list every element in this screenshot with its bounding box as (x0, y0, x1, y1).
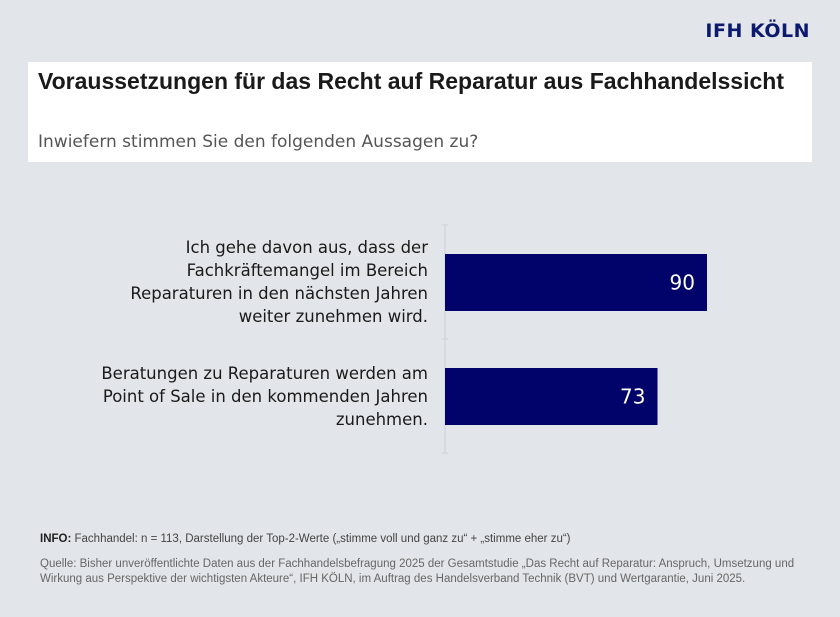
ifh-logo: IFH KÖLN (705, 20, 810, 42)
data-label-2: 73 (620, 385, 645, 409)
category-label-2: Beratungen zu Reparaturen werden am Poin… (101, 364, 428, 429)
title-box: Voraussetzungen für das Recht auf Repara… (28, 62, 812, 162)
data-label-1: 90 (670, 271, 695, 295)
chart-title: Voraussetzungen für das Recht auf Repara… (38, 68, 784, 94)
category-label-1: Ich gehe davon aus, dass der Fachkräftem… (130, 238, 428, 326)
info-note: INFO: Fachhandel: n = 113, Darstellung d… (40, 533, 571, 545)
chart-subtitle: Inwiefern stimmen Sie den folgenden Auss… (38, 132, 479, 152)
bar-2 (445, 368, 658, 425)
info-label: INFO: (40, 533, 72, 545)
bar-1 (445, 254, 707, 311)
info-text: Fachhandel: n = 113, Darstellung der Top… (71, 533, 571, 545)
source-note: Quelle: Bisher unveröffentlichte Daten a… (40, 558, 795, 585)
